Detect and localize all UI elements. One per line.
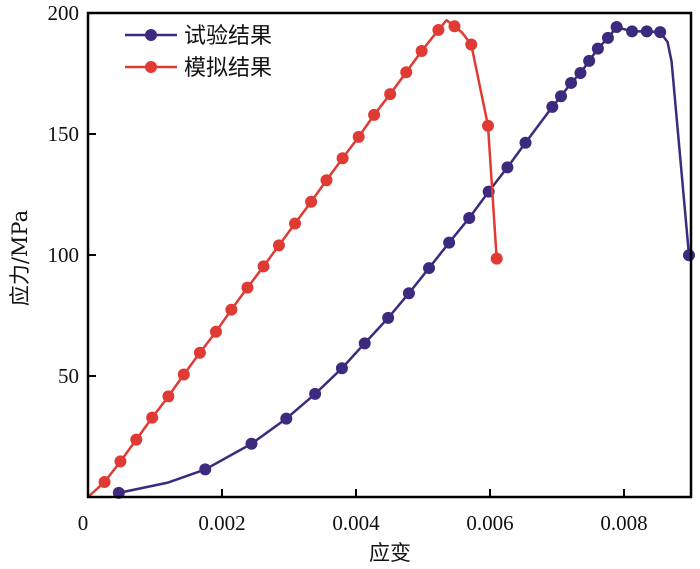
data-point	[501, 161, 514, 174]
x-tick-label: 0.004	[332, 511, 380, 535]
data-point	[546, 100, 559, 113]
data-point	[368, 108, 381, 121]
data-point	[432, 23, 445, 36]
data-point	[146, 411, 159, 424]
data-point	[305, 195, 318, 208]
data-point	[601, 31, 614, 44]
data-point	[241, 281, 254, 294]
x-axis-title: 应变	[369, 541, 411, 565]
series-0	[112, 21, 695, 499]
data-point	[583, 54, 596, 67]
y-tick-label: 50	[58, 364, 79, 388]
legend-item-1: 模拟结果	[125, 56, 272, 81]
x-tick-label: 0	[78, 511, 89, 535]
y-tick-label: 200	[48, 1, 80, 25]
legend-marker	[145, 29, 157, 41]
data-point	[289, 217, 302, 230]
data-point	[209, 325, 222, 338]
data-point	[415, 44, 428, 57]
data-point	[465, 38, 478, 51]
data-point	[384, 88, 397, 101]
legend-marker	[145, 61, 157, 73]
data-point	[225, 303, 238, 316]
data-point	[565, 76, 578, 89]
data-point	[177, 368, 190, 381]
data-point	[130, 433, 143, 446]
data-point	[402, 287, 415, 300]
y-tick-label: 100	[48, 243, 80, 267]
data-point	[443, 236, 456, 249]
data-point	[481, 119, 494, 132]
data-point	[245, 437, 258, 450]
data-point	[320, 174, 333, 187]
data-point	[309, 387, 322, 400]
data-point	[335, 362, 348, 375]
data-point	[640, 25, 653, 38]
data-point	[423, 262, 436, 275]
data-point	[448, 20, 461, 33]
data-point	[98, 475, 111, 488]
data-point	[682, 249, 695, 262]
data-point	[257, 260, 270, 273]
x-tick-label: 0.008	[600, 511, 647, 535]
series-1	[87, 19, 503, 498]
data-point	[654, 26, 667, 39]
data-point	[272, 239, 285, 252]
y-axis-title: 应力/MPa	[8, 210, 32, 306]
data-point	[280, 412, 293, 425]
data-point	[574, 67, 587, 80]
data-point	[519, 136, 532, 149]
data-point	[610, 21, 623, 34]
data-point	[193, 346, 206, 359]
data-point	[626, 25, 639, 38]
data-point	[463, 211, 476, 224]
data-point	[490, 252, 503, 265]
data-point	[555, 90, 568, 103]
legend-label: 模拟结果	[184, 56, 272, 81]
series-line	[118, 25, 691, 495]
y-tick-label: 150	[48, 122, 80, 146]
data-point	[336, 152, 349, 165]
data-point	[358, 337, 371, 350]
x-tick-label: 0.002	[198, 511, 245, 535]
data-point	[162, 390, 175, 403]
data-point	[382, 311, 395, 324]
data-point	[591, 42, 604, 55]
data-point	[352, 130, 365, 143]
legend-label: 试验结果	[184, 24, 272, 49]
x-tick-label: 0.006	[466, 511, 513, 535]
data-point	[400, 66, 413, 79]
plot-frame	[86, 11, 693, 499]
legend-item-0: 试验结果	[125, 24, 272, 49]
data-point	[114, 455, 127, 468]
data-point	[199, 463, 212, 476]
